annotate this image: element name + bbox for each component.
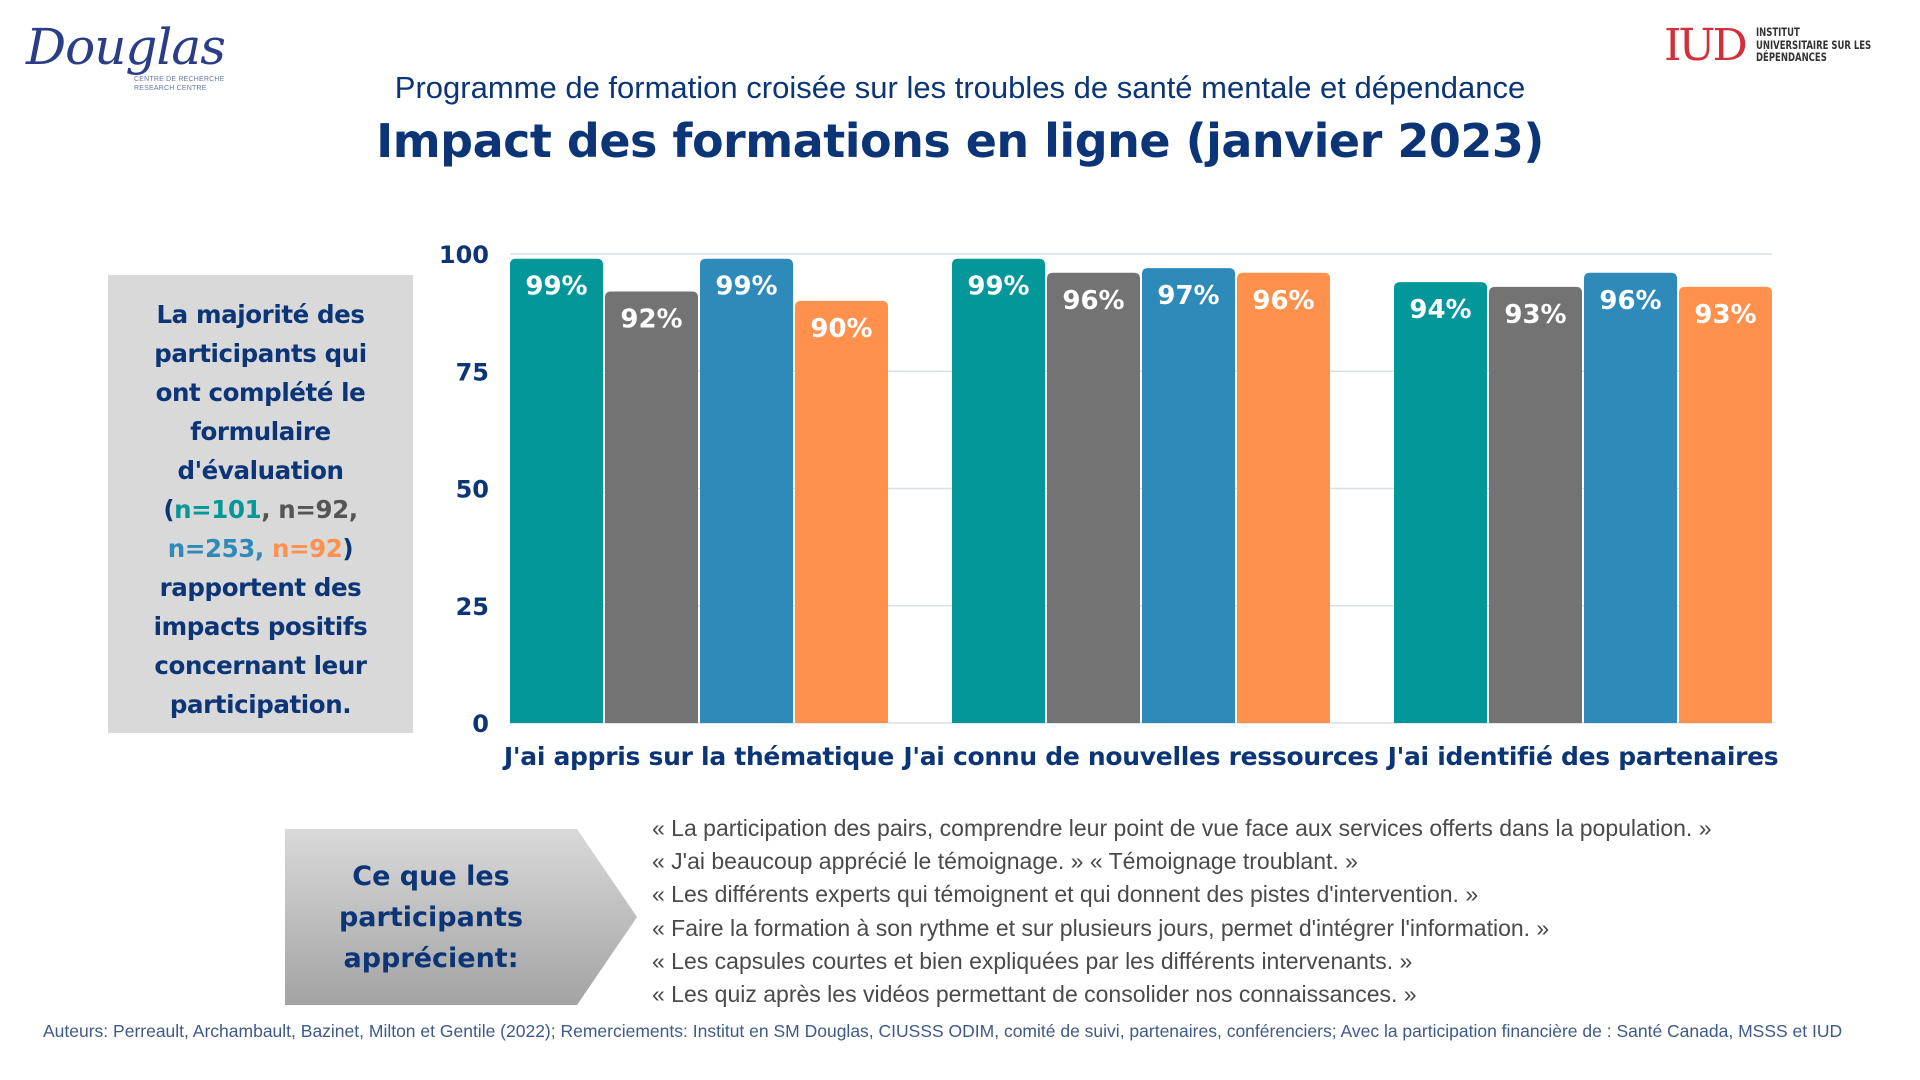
sample-size-grey: n=92, xyxy=(278,495,358,524)
x-tick-label: J'ai connu de nouvelles ressources xyxy=(901,742,1378,771)
summary-box: La majorité des participants qui ont com… xyxy=(108,275,413,733)
bar xyxy=(605,291,698,723)
summary-line: concernant leur xyxy=(154,651,367,680)
summary-line: ont complété le xyxy=(155,378,366,407)
douglas-logo-wordmark: Douglas xyxy=(26,18,226,76)
summary-line: formulaire xyxy=(190,417,331,446)
summary-line: rapportent des xyxy=(159,573,362,602)
bar-value-label: 94% xyxy=(1409,295,1471,325)
bar-value-label: 96% xyxy=(1062,286,1124,316)
bar xyxy=(1679,286,1772,723)
bar-value-label: 99% xyxy=(715,272,777,302)
y-tick-label: 100 xyxy=(439,241,489,269)
bar-value-label: 97% xyxy=(1157,281,1219,311)
bar xyxy=(1489,286,1582,723)
bar xyxy=(1047,272,1140,723)
x-axis: J'ai appris sur la thématique J'ai connu … xyxy=(502,742,1779,771)
credits-footer: Auteurs: Perreault, Archambault, Bazinet… xyxy=(43,1021,1843,1041)
summary-line: impacts positifs xyxy=(153,612,368,641)
bar-value-label: 92% xyxy=(620,305,682,335)
quote: « J'ai beaucoup apprécié le témoignage. … xyxy=(652,848,1358,875)
bar-chart: 0 25 50 75 100 99% 92% 99% 90% 99% 96% 97% 96% 94% 93… xyxy=(439,241,1779,771)
bar-value-label: 96% xyxy=(1599,286,1661,316)
sample-sizes-line-2: n=253, n=92) xyxy=(167,534,354,563)
bar xyxy=(1394,282,1487,723)
bar xyxy=(1237,272,1330,723)
summary-line: participation. xyxy=(169,690,352,719)
arrow-shape-icon xyxy=(285,829,637,1005)
page-title: Impact des formations en ligne (janvier … xyxy=(376,114,1544,168)
quote: « Faire la formation à son rythme et sur… xyxy=(652,914,1550,941)
bar-value-label: 96% xyxy=(1252,286,1314,316)
iud-logo-text: INSTITUT UNIVERSITAIRE SUR LES DÉPENDANC… xyxy=(1756,25,1872,64)
appreciation-callout: Ce que les participants apprécient: xyxy=(285,829,637,1005)
quote: « La participation des pairs, comprendre… xyxy=(652,815,1712,841)
sample-size-orange: n=92 xyxy=(271,534,343,563)
sample-sizes-line-1: (n=101, n=92, xyxy=(163,495,358,524)
iud-logo-mark: IUD xyxy=(1664,20,1748,71)
quote: « Les quiz après les vidéos permettant d… xyxy=(652,981,1417,1008)
bar xyxy=(1584,272,1677,723)
douglas-logo-subtitle: CENTRE DE RECHERCHE RESEARCH CENTRE xyxy=(134,76,225,92)
y-axis: 0 25 50 75 100 xyxy=(439,241,489,738)
gridlines xyxy=(510,253,1772,724)
sample-size-teal: n=101 xyxy=(174,495,262,524)
sample-size-blue: n=253, xyxy=(167,534,272,563)
y-tick-label: 0 xyxy=(472,710,489,738)
y-tick-label: 25 xyxy=(456,593,489,621)
bar-value-label: 99% xyxy=(525,272,587,302)
bar xyxy=(700,258,793,723)
callout-label: Ce que les participants apprécient: xyxy=(338,860,524,974)
bar-value-label: 93% xyxy=(1504,300,1566,330)
participant-quotes: « La participation des pairs, comprendre… xyxy=(652,812,1711,1011)
bar-chart-svg: 0 25 50 75 100 99% 92% 99% 90% 99% 96% 97% 96% 94% 93… xyxy=(439,241,1779,771)
bar xyxy=(952,258,1045,723)
bar xyxy=(795,300,888,723)
summary-line: participants qui xyxy=(154,339,367,368)
quote: « Les différents experts qui témoignent … xyxy=(652,881,1479,908)
x-tick-label: J'ai appris sur la thématique xyxy=(502,742,894,771)
bar xyxy=(1142,268,1235,723)
iud-logo: IUD INSTITUT UNIVERSITAIRE SUR LES DÉPEN… xyxy=(1664,22,1920,74)
data-labels: 99% 92% 99% 90% 99% 96% 97% 96% 94% 93% 96% 93% xyxy=(525,272,1756,344)
bar-value-label: 93% xyxy=(1694,300,1756,330)
quote: « Les capsules courtes et bien expliquée… xyxy=(652,947,1413,974)
x-tick-label: J'ai identifié des partenaires xyxy=(1386,742,1779,771)
y-tick-label: 50 xyxy=(456,476,489,504)
y-tick-label: 75 xyxy=(456,358,489,386)
douglas-logo: Douglas CENTRE DE RECHERCHE RESEARCH CEN… xyxy=(26,18,236,98)
page-subtitle: Programme de formation croisée sur les t… xyxy=(394,70,1526,105)
summary-line: La majorité des xyxy=(156,300,365,329)
bars xyxy=(510,258,1772,723)
bar-value-label: 90% xyxy=(810,314,872,344)
bar xyxy=(510,258,603,723)
bar-value-label: 99% xyxy=(967,272,1029,302)
summary-line: d'évaluation xyxy=(177,456,344,485)
